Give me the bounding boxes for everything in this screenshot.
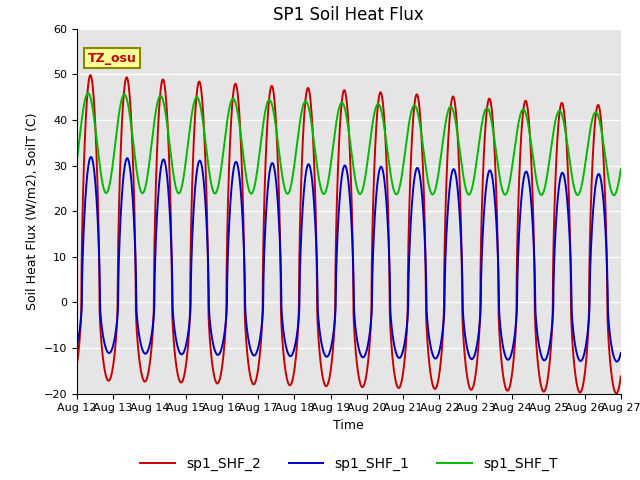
- sp1_SHF_1: [441, 292, 449, 298]
- Legend: sp1_SHF_2, sp1_SHF_1, sp1_SHF_T: sp1_SHF_2, sp1_SHF_1, sp1_SHF_T: [134, 452, 563, 477]
- sp1_SHF_1: [616, 352, 624, 358]
- sp1_SHF_1: [87, 154, 95, 160]
- sp1_SHF_T: [502, 192, 509, 197]
- sp1_SHF_1: [502, 354, 509, 360]
- sp1_SHF_T: [617, 167, 625, 172]
- X-axis label: Time: Time: [333, 419, 364, 432]
- sp1_SHF_1: [613, 359, 621, 364]
- sp1_SHF_2: [441, 247, 449, 253]
- Line: sp1_SHF_1: sp1_SHF_1: [77, 157, 621, 361]
- sp1_SHF_2: [612, 391, 620, 396]
- Y-axis label: Soil Heat Flux (W/m2), SoilT (C): Soil Heat Flux (W/m2), SoilT (C): [25, 112, 38, 310]
- Line: sp1_SHF_2: sp1_SHF_2: [77, 75, 621, 394]
- sp1_SHF_T: [616, 170, 624, 176]
- sp1_SHF_T: [441, 126, 449, 132]
- sp1_SHF_1: [329, 337, 337, 343]
- sp1_SHF_2: [73, 362, 81, 368]
- sp1_SHF_T: [610, 192, 618, 198]
- sp1_SHF_2: [471, 377, 479, 383]
- sp1_SHF_2: [617, 373, 625, 379]
- sp1_SHF_T: [73, 158, 81, 164]
- sp1_SHF_1: [73, 342, 81, 348]
- sp1_SHF_T: [471, 171, 479, 177]
- sp1_SHF_1: [171, 327, 179, 333]
- sp1_SHF_T: [171, 179, 179, 185]
- Title: SP1 Soil Heat Flux: SP1 Soil Heat Flux: [273, 6, 424, 24]
- sp1_SHF_2: [329, 352, 337, 358]
- sp1_SHF_2: [86, 72, 94, 78]
- Text: TZ_osu: TZ_osu: [88, 52, 136, 65]
- sp1_SHF_1: [471, 352, 479, 358]
- sp1_SHF_1: [617, 350, 625, 356]
- sp1_SHF_2: [502, 385, 509, 391]
- sp1_SHF_2: [616, 377, 624, 383]
- Line: sp1_SHF_T: sp1_SHF_T: [77, 93, 621, 195]
- sp1_SHF_2: [171, 349, 179, 355]
- sp1_SHF_T: [84, 90, 92, 96]
- sp1_SHF_T: [329, 148, 337, 154]
